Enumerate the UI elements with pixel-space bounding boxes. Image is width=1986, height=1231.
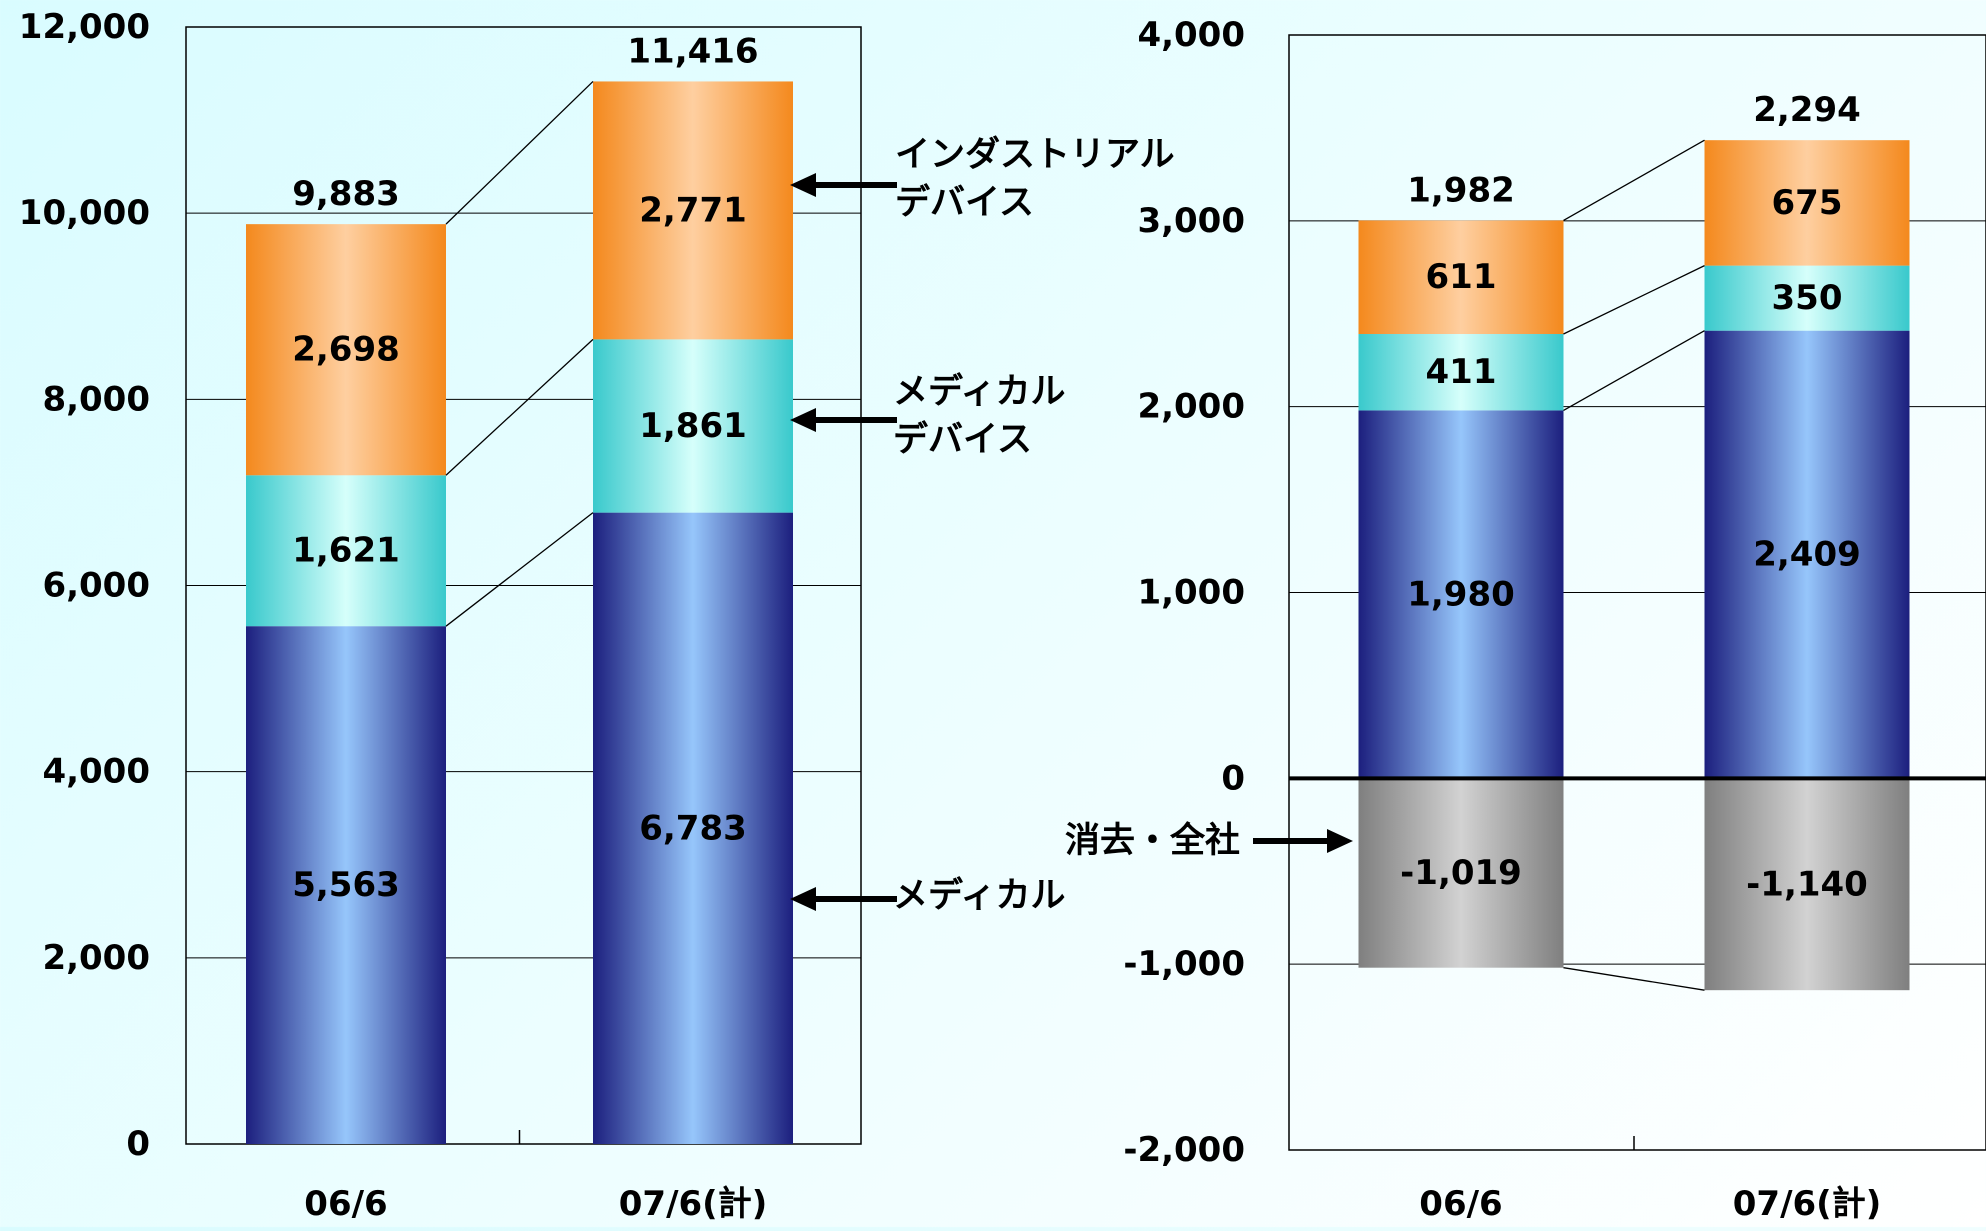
arrow-head-icon	[790, 408, 816, 432]
data-label: 611	[1426, 257, 1497, 297]
data-label: -1,140	[1746, 864, 1868, 904]
data-label: 6,783	[639, 808, 747, 848]
total-label: 1,982	[1407, 170, 1515, 210]
data-label: 350	[1772, 278, 1843, 318]
y-tick-label: 8,000	[42, 379, 150, 419]
series-connector	[445, 338, 594, 476]
y-tick-label: 0	[126, 1124, 150, 1164]
series-connector	[1563, 330, 1705, 411]
annotation-label: デバイス	[893, 419, 1032, 460]
bar-medical-device-1	[1358, 334, 1564, 411]
y-tick-label: 2,000	[1137, 387, 1245, 427]
series-connector	[1563, 265, 1705, 335]
y-tick-label: 0	[1221, 758, 1245, 798]
y-tick-label: -1,000	[1123, 944, 1245, 984]
series-connector	[1563, 139, 1705, 222]
bar-industrial-device-1	[1358, 220, 1564, 335]
y-tick-label: 2,000	[42, 938, 150, 978]
annotation-label: デバイス	[895, 182, 1034, 223]
data-label: 675	[1772, 183, 1843, 223]
y-tick-label: 1,000	[1137, 573, 1245, 613]
x-tick-label: 07/6(計)	[619, 1184, 767, 1224]
bar-medical-device-1	[246, 475, 446, 627]
annotation-label: メディカル	[893, 371, 1066, 412]
series-connector	[445, 512, 594, 627]
annotation-label: メディカル	[893, 875, 1066, 916]
data-label: 411	[1426, 352, 1497, 392]
bar-medical-1	[1358, 410, 1564, 779]
total-label: 9,883	[292, 174, 400, 214]
x-tick-label: 06/6	[1419, 1184, 1502, 1224]
bar-elimination-2	[1704, 778, 1910, 991]
bar-industrial-device-2	[1704, 140, 1910, 266]
data-label: 1,861	[639, 406, 747, 446]
data-label: 5,563	[292, 865, 400, 905]
bar-medical-2	[1704, 330, 1910, 779]
y-tick-label: 3,000	[1137, 201, 1245, 241]
bar-medical-device-2	[1704, 265, 1910, 331]
data-label: -1,019	[1400, 853, 1522, 893]
bar-elimination-1	[1358, 778, 1564, 968]
data-label: 1,621	[292, 531, 400, 571]
total-label: 2,294	[1753, 90, 1861, 130]
total-label: 11,416	[627, 31, 758, 71]
series-connector	[445, 80, 594, 225]
bar-industrial-device-2	[593, 81, 793, 340]
legend-annotation-medical: メディカル	[790, 875, 1066, 916]
annotation-label: 消去・全社	[1065, 820, 1240, 861]
arrow-head-icon	[790, 173, 816, 197]
y-tick-label: 4,000	[1137, 15, 1245, 55]
y-tick-label: 10,000	[19, 193, 150, 233]
data-label: 2,698	[292, 330, 400, 370]
y-tick-label: 6,000	[42, 566, 150, 606]
y-tick-label: 12,000	[19, 7, 150, 47]
bar-medical-1	[246, 626, 446, 1144]
x-tick-label: 06/6	[304, 1184, 387, 1224]
bar-medical-device-2	[593, 339, 793, 513]
bar-industrial-device-1	[246, 224, 446, 476]
legend-annotation-elimination: 消去・全社	[1065, 820, 1353, 861]
y-tick-label: -2,000	[1123, 1130, 1245, 1170]
x-tick-label: 07/6(計)	[1733, 1184, 1881, 1224]
data-label: 2,409	[1753, 534, 1861, 574]
bar-medical-2	[593, 512, 793, 1144]
arrow-head-icon	[790, 887, 816, 911]
annotation-label: インダストリアル	[895, 135, 1175, 175]
y-tick-label: 4,000	[42, 752, 150, 792]
data-label: 1,980	[1407, 574, 1515, 614]
series-connector	[1563, 967, 1705, 991]
data-label: 2,771	[639, 190, 747, 230]
arrow-head-icon	[1327, 829, 1353, 853]
